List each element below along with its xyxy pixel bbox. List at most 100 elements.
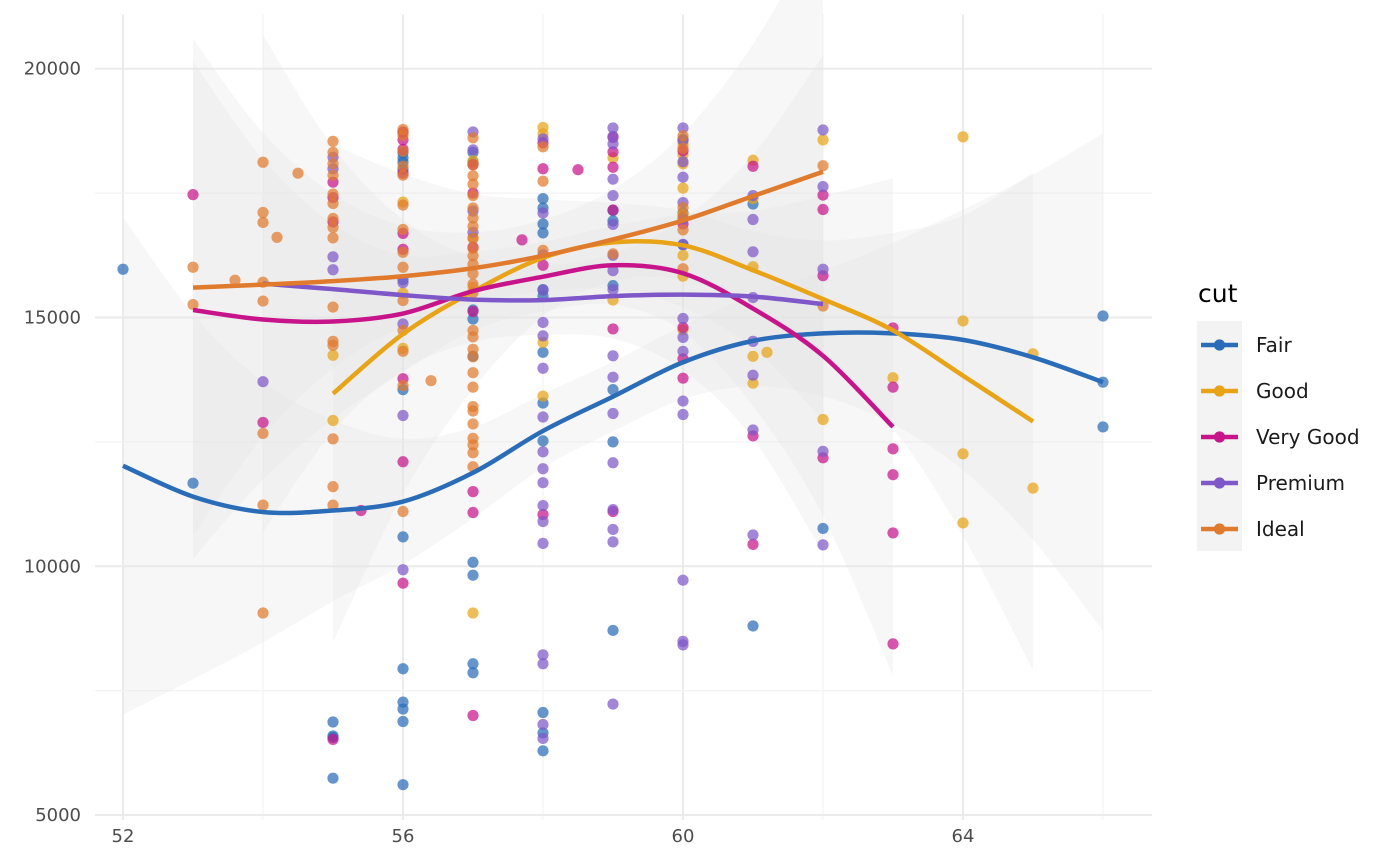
- data-point: [607, 161, 619, 173]
- data-point: [572, 164, 584, 176]
- y-tick-label: 10000: [24, 556, 81, 577]
- data-point: [327, 301, 339, 313]
- trend-line: [262, 281, 824, 307]
- data-point: [887, 469, 899, 481]
- data-point: [817, 539, 829, 551]
- data-point: [327, 158, 339, 170]
- data-point: [607, 265, 619, 277]
- data-point: [467, 144, 479, 156]
- data-point: [677, 224, 689, 236]
- data-point: [467, 658, 479, 670]
- data-point: [607, 624, 619, 637]
- data-point: [747, 424, 759, 436]
- data-point: [607, 248, 619, 260]
- data-point: [677, 156, 689, 168]
- legend-key-point: [1213, 523, 1226, 535]
- data-point: [607, 523, 619, 536]
- y-tick-label: 15000: [24, 307, 81, 328]
- data-point: [327, 414, 339, 427]
- data-point: [677, 331, 689, 343]
- data-point: [397, 223, 409, 236]
- data-point: [467, 709, 479, 722]
- data-point: [467, 159, 479, 171]
- data-point: [257, 376, 269, 388]
- data-point: [397, 380, 409, 392]
- data-point: [187, 298, 199, 311]
- data-point: [537, 133, 549, 145]
- data-point: [537, 658, 549, 670]
- legend-key-point: [1213, 385, 1226, 397]
- data-point: [397, 715, 409, 728]
- data-point: [257, 607, 269, 619]
- data-point: [817, 522, 829, 535]
- data-point: [677, 312, 689, 325]
- data-point: [327, 135, 339, 147]
- trend-line: [192, 169, 824, 290]
- data-point: [747, 350, 759, 362]
- data-point: [887, 527, 899, 539]
- data-point: [537, 259, 549, 271]
- data-point: [677, 574, 689, 586]
- data-point: [327, 733, 339, 746]
- data-point: [607, 503, 619, 516]
- data-point: [537, 141, 549, 153]
- data-point: [677, 130, 689, 142]
- confidence-band: [193, 0, 823, 537]
- data-point: [537, 218, 549, 230]
- data-point: [327, 772, 339, 784]
- data-point: [607, 122, 619, 134]
- data-point: [677, 142, 689, 154]
- data-point: [607, 218, 619, 231]
- y-tick-label: 5000: [35, 805, 81, 826]
- data-point: [607, 371, 619, 383]
- data-point: [677, 395, 689, 407]
- legend-label: Good: [1256, 379, 1309, 403]
- data-point: [397, 294, 409, 307]
- legend: cut Fair Good Very Good Premium Ideal: [1197, 279, 1360, 551]
- data-point: [327, 251, 339, 263]
- data-point: [467, 367, 479, 379]
- data-point: [677, 408, 689, 421]
- scatter-points: [117, 121, 1109, 791]
- data-point: [397, 456, 409, 468]
- data-point: [537, 477, 549, 489]
- data-point: [537, 316, 549, 329]
- data-point: [537, 446, 549, 458]
- data-point: [957, 131, 969, 143]
- legend-key-point: [1213, 431, 1226, 443]
- data-point: [677, 639, 689, 651]
- data-point: [747, 369, 759, 381]
- data-point: [467, 418, 479, 430]
- data-point: [397, 409, 409, 422]
- data-point: [887, 372, 899, 384]
- data-point: [607, 436, 619, 448]
- legend-key-point: [1213, 339, 1226, 351]
- data-point: [537, 175, 549, 187]
- data-point: [607, 384, 619, 396]
- data-point: [537, 463, 549, 475]
- data-point: [397, 261, 409, 273]
- data-point: [537, 649, 549, 661]
- data-point: [607, 407, 619, 420]
- data-point: [817, 263, 829, 275]
- legend-label: Very Good: [1256, 425, 1360, 449]
- data-point: [537, 411, 549, 423]
- data-point: [516, 234, 528, 246]
- legend-label: Ideal: [1256, 517, 1305, 541]
- data-point: [747, 620, 759, 632]
- data-point: [187, 477, 199, 489]
- data-point: [747, 213, 759, 226]
- data-point: [677, 249, 689, 261]
- data-point: [257, 295, 269, 307]
- data-point: [817, 181, 829, 193]
- data-point: [747, 246, 759, 258]
- data-point: [327, 264, 339, 276]
- data-point: [817, 189, 829, 201]
- data-point: [467, 667, 479, 679]
- data-point: [397, 129, 409, 141]
- axis-labels: 52 56 60 64 5000 10000 15000 20000: [24, 59, 975, 847]
- data-point: [537, 192, 549, 205]
- x-tick-label: 60: [672, 826, 695, 847]
- data-point: [327, 339, 339, 351]
- data-point: [467, 305, 479, 318]
